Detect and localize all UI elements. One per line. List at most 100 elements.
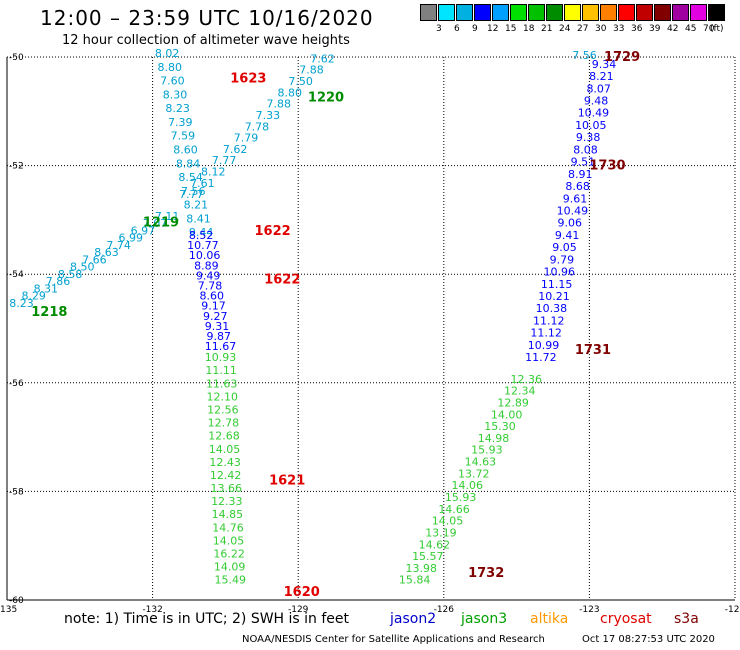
wave-height-value: 7.62 xyxy=(223,143,248,156)
track-pass-1218: 8.238.298.317.868.588.507.668.637.746.99… xyxy=(9,210,179,310)
wave-height-value: 7.77 xyxy=(179,188,204,201)
wave-height-value: 10.99 xyxy=(528,339,560,352)
lat-tick-label: -56 xyxy=(9,379,24,389)
wave-height-value: 12.43 xyxy=(209,456,241,469)
wave-height-value: 8.60 xyxy=(199,290,224,303)
wave-height-value: 8.63 xyxy=(94,246,119,259)
scale-label: 24 xyxy=(559,24,571,34)
footer-note: note: 1) Time is in UTC; 2) SWH is in fe… xyxy=(64,611,350,627)
scale-swatch xyxy=(492,4,509,21)
wave-height-value: 14.00 xyxy=(491,408,523,421)
wave-height-value: 7.50 xyxy=(288,75,313,88)
wave-height-value: 12.34 xyxy=(504,385,536,398)
scale-swatch xyxy=(510,4,527,21)
wave-height-value: 14.85 xyxy=(212,508,244,521)
scale-unit: (ft) xyxy=(710,24,724,34)
lat-lon-grid xyxy=(6,56,736,601)
wave-height-value: 7.11 xyxy=(155,210,180,223)
wave-height-value: 8.68 xyxy=(565,180,590,193)
wave-height-value: 8.58 xyxy=(58,268,83,281)
legend-cryosat: cryosat xyxy=(600,611,652,627)
wave-height-value: 9.17 xyxy=(201,300,226,313)
lon-tick-label: -123 xyxy=(579,605,599,612)
wave-height-value: 7.77 xyxy=(212,154,237,167)
wave-height-value: 12.89 xyxy=(497,396,529,409)
legend-altika: altika xyxy=(530,611,569,627)
lat-tick-label: -58 xyxy=(9,487,24,497)
wave-height-value: 8.91 xyxy=(568,168,593,181)
generated-timestamp: Oct 17 08:27:53 UTC 2020 xyxy=(582,634,715,645)
wave-height-value: 7.62 xyxy=(310,52,335,65)
scale-swatch xyxy=(438,4,455,21)
wave-height-value: 16.22 xyxy=(213,548,245,561)
wave-height-value: 10.06 xyxy=(189,249,221,262)
lon-tick-label: -129 xyxy=(288,605,309,612)
legend-jason2: jason2 xyxy=(390,611,437,627)
wave-height-value: 7.59 xyxy=(171,130,196,143)
wave-height-value: 8.21 xyxy=(589,70,614,83)
wave-height-value: 7.88 xyxy=(267,98,292,111)
wave-height-value: 9.61 xyxy=(563,192,588,205)
wave-height-value: 10.49 xyxy=(578,107,610,120)
scale-label: 39 xyxy=(649,24,661,34)
axis-tick-labels: -135 -132 -129 -126 -123 -120 -50 -52 -54 -56 -58 -… xyxy=(0,53,740,612)
wave-height-value: 14.09 xyxy=(214,561,246,574)
wave-height-value: 11.12 xyxy=(533,314,565,327)
wave-height-value: 8.50 xyxy=(70,261,95,274)
wave-height-value: 15.30 xyxy=(484,420,516,433)
wave-height-value: 11.63 xyxy=(206,377,238,390)
pass-time-label: 1620 xyxy=(284,585,320,600)
wave-height-value: 14.06 xyxy=(451,479,483,492)
wave-height-value: 7.78 xyxy=(198,280,223,293)
legend-s3a: s3a xyxy=(674,611,699,627)
wave-height-value: 9.41 xyxy=(555,229,580,242)
scale-label: 15 xyxy=(505,24,517,34)
wave-height-value: 9.34 xyxy=(592,58,617,71)
lat-tick-label: -50 xyxy=(9,53,24,63)
wave-height-value: 10.77 xyxy=(187,239,219,252)
wave-height-value: 9.48 xyxy=(584,95,609,108)
wave-height-value: 9.27 xyxy=(203,310,228,323)
scale-swatch xyxy=(456,4,473,21)
wave-height-value: 9.05 xyxy=(552,241,577,254)
pass-time-label: 1622 xyxy=(264,273,300,288)
wave-height-value: 14.62 xyxy=(419,538,451,551)
pass-time-labels: 1623 1220 1219 1622 1622 1218 1621 1620 1729 1730… xyxy=(31,50,640,600)
pass-time-label: 1219 xyxy=(143,216,179,231)
scale-swatch xyxy=(528,4,545,21)
scale-label: 18 xyxy=(523,24,535,34)
wave-height-value: 9.06 xyxy=(558,217,583,230)
scale-label: 27 xyxy=(577,24,589,34)
scale-swatch xyxy=(618,4,635,21)
wave-height-value: 8.60 xyxy=(173,143,198,156)
wave-height-value: 7.39 xyxy=(168,116,193,129)
track-pass-1220: 7.777.618.127.777.627.797.787.337.888.80… xyxy=(179,52,335,201)
scale-swatch xyxy=(582,4,599,21)
wave-height-value: 8.02 xyxy=(155,47,180,60)
wave-height-value: 8.08 xyxy=(573,143,598,156)
wave-height-value: 14.05 xyxy=(209,443,241,456)
track-pass-1729: 9.348.218.079.4810.4910.059.388.089.518.… xyxy=(525,58,616,364)
wave-height-value: 8.84 xyxy=(176,157,201,170)
legend-jason3: jason3 xyxy=(461,611,508,627)
wave-height-value: 15.57 xyxy=(412,550,444,563)
wave-height-value: 7.56 xyxy=(181,185,206,198)
wave-height-value: 8.12 xyxy=(201,166,226,179)
pass-time-label: 1622 xyxy=(255,224,291,239)
wave-height-value: 7.86 xyxy=(46,275,71,288)
wave-height-value: 7.88 xyxy=(299,64,324,77)
wave-height-value: 11.15 xyxy=(541,278,573,291)
scale-swatch xyxy=(420,4,437,21)
satellite-tracks: 8.028.807.608.308.237.397.598.608.848.54… xyxy=(9,47,616,587)
wave-height-value: 14.63 xyxy=(465,456,497,469)
wave-height-value: 15.49 xyxy=(215,574,247,587)
wave-height-value: 9.79 xyxy=(550,253,575,266)
scale-swatch xyxy=(672,4,689,21)
wave-height-value: 9.38 xyxy=(576,131,601,144)
wave-height-value: 10.96 xyxy=(544,266,576,279)
wave-height-value: 11.72 xyxy=(525,351,557,364)
wave-height-value: 8.31 xyxy=(34,282,59,295)
wave-height-value: 7.79 xyxy=(234,132,259,145)
wave-height-value: 7.07 xyxy=(143,217,168,230)
wave-height-value: 13.19 xyxy=(425,526,457,539)
